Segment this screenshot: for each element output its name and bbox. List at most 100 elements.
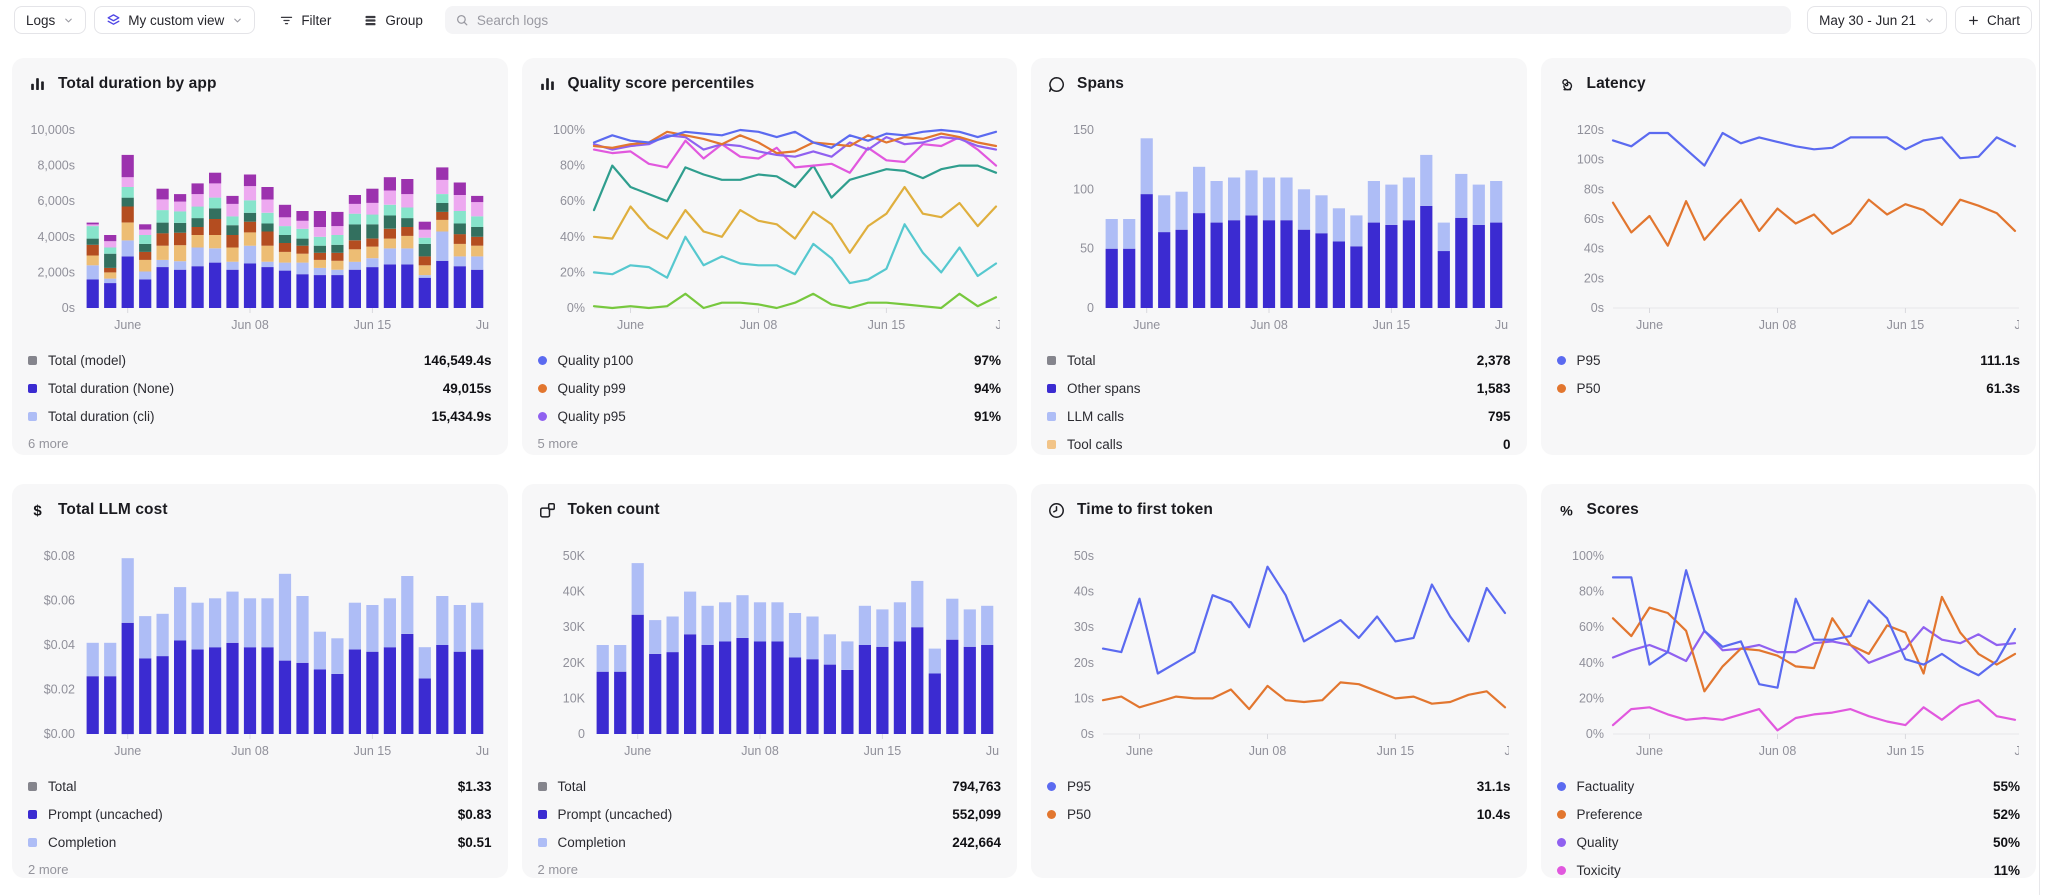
svg-text:Jun 08: Jun 08 bbox=[1250, 318, 1288, 332]
legend-label: Prompt (uncached) bbox=[557, 806, 673, 822]
legend-label: Total bbox=[48, 778, 77, 794]
filter-icon bbox=[279, 13, 294, 28]
chart-plot: 0 50 100 150 June Jun 08 Jun 15 Jun 22 bbox=[1073, 123, 1509, 332]
layers-icon bbox=[106, 13, 121, 28]
svg-text:60s: 60s bbox=[1583, 212, 1603, 226]
legend-value: $0.51 bbox=[457, 834, 492, 850]
legend-value: 1,583 bbox=[1476, 380, 1511, 396]
svg-text:$0.08: $0.08 bbox=[44, 549, 75, 563]
svg-text:Jun 08: Jun 08 bbox=[1758, 744, 1796, 758]
chart-plot: 0 10K 20K 30K 40K 50K June Jun 08 Jun 15 Jun 22 bbox=[562, 549, 999, 758]
legend-item: Prompt (uncached) $0.83 bbox=[28, 800, 492, 828]
chart-legend: Total 794,763 Prompt (uncached) 552,099 Comp… bbox=[537, 772, 1001, 878]
group-button[interactable]: Group bbox=[357, 6, 429, 34]
svg-text:Jun 08: Jun 08 bbox=[1758, 318, 1796, 332]
legend-label: LLM calls bbox=[1067, 408, 1125, 424]
svg-text:10K: 10K bbox=[562, 691, 585, 705]
legend-more-toggle[interactable]: 2 more bbox=[537, 861, 578, 877]
snail-icon bbox=[1557, 74, 1577, 94]
svg-text:Jun 15: Jun 15 bbox=[1377, 744, 1415, 758]
legend-value: 2,378 bbox=[1476, 352, 1511, 368]
svg-text:June: June bbox=[1133, 318, 1160, 332]
chart-legend: P95 111.1s P50 61.3s bbox=[1556, 346, 2020, 402]
chart-card-7: Time to first token 0s 10s 20s 30s 40s 50s Jun… bbox=[1031, 484, 1527, 878]
legend-label: Preference bbox=[1576, 806, 1643, 822]
legend-value: 146,549.4s bbox=[423, 352, 492, 368]
svg-text:Jun 15: Jun 15 bbox=[867, 318, 905, 332]
svg-text:20s: 20s bbox=[1583, 271, 1603, 285]
chart-legend: Total 2,378 Other spans 1,583 LLM calls 795 To… bbox=[1047, 346, 1511, 455]
legend-label: Other spans bbox=[1067, 380, 1141, 396]
blocks-icon bbox=[538, 500, 558, 520]
logs-dropdown-button[interactable]: Logs bbox=[14, 6, 87, 34]
search-bar[interactable] bbox=[444, 6, 1792, 34]
legend-more-toggle[interactable]: 6 more bbox=[28, 435, 69, 451]
svg-text:8,000s: 8,000s bbox=[37, 159, 75, 173]
legend-value: 52% bbox=[1992, 806, 2020, 822]
legend-label: Factuality bbox=[1576, 778, 1635, 794]
legend-label: Total duration (cli) bbox=[48, 408, 155, 424]
chart-plot: 0s 10s 20s 30s 40s 50s June Jun 08 Jun 15 Jun 22 bbox=[1074, 549, 1509, 758]
chart-card-6: Token count 0 10K 20K 30K 40K 50K June Jun 08 Ju… bbox=[521, 484, 1017, 878]
rows-icon bbox=[363, 13, 378, 28]
legend-label: Quality bbox=[1576, 834, 1619, 850]
svg-text:30K: 30K bbox=[562, 620, 585, 634]
clock-icon bbox=[1047, 500, 1067, 520]
svg-text:Jun 22: Jun 22 bbox=[2014, 744, 2018, 758]
card-title: Latency bbox=[1586, 75, 1646, 92]
legend-swatch bbox=[28, 809, 37, 819]
legend-swatch bbox=[28, 411, 37, 421]
custom-view-label: My custom view bbox=[128, 12, 225, 28]
svg-text:Jun 22: Jun 22 bbox=[1495, 318, 1509, 332]
legend-more-toggle[interactable]: 5 more bbox=[537, 435, 578, 451]
legend-value: 49,015s bbox=[442, 380, 492, 396]
custom-view-button[interactable]: My custom view bbox=[94, 6, 256, 34]
legend-value: 795 bbox=[1487, 408, 1511, 424]
chart-plot: 0% 20% 40% 60% 80% 100% June Jun 08 Jun 15 Jun 22 bbox=[553, 123, 1000, 332]
legend-value: 31.1s bbox=[1476, 778, 1511, 794]
cards-grid: Total duration by app 0s 2,000s 4,000s 6,00… bbox=[12, 58, 2036, 878]
legend-swatch bbox=[1047, 809, 1056, 819]
card-title: Quality score percentiles bbox=[567, 75, 755, 92]
legend-more-toggle[interactable]: 2 more bbox=[28, 861, 69, 877]
filter-button[interactable]: Filter bbox=[273, 6, 337, 34]
legend-label: Completion bbox=[557, 834, 626, 850]
legend-label: Quality p100 bbox=[557, 352, 634, 368]
legend-item: P95 31.1s bbox=[1047, 772, 1511, 800]
chart-card-2: Quality score percentiles 0% 20% 40% 60% 80%… bbox=[521, 58, 1017, 455]
bar-chart-icon bbox=[538, 74, 558, 94]
legend-swatch bbox=[537, 781, 547, 791]
svg-text:June: June bbox=[624, 744, 651, 758]
legend-value: 91% bbox=[973, 408, 1001, 424]
svg-text:100: 100 bbox=[1073, 182, 1094, 196]
svg-text:Jun 15: Jun 15 bbox=[1373, 318, 1411, 332]
legend-item: Quality p99 94% bbox=[537, 374, 1001, 402]
group-label: Group bbox=[385, 12, 423, 28]
svg-text:40%: 40% bbox=[559, 230, 584, 244]
legend-swatch bbox=[537, 809, 547, 819]
add-chart-button[interactable]: Chart bbox=[1954, 6, 2032, 34]
svg-text:Jun 22: Jun 22 bbox=[1505, 744, 1509, 758]
svg-text:Jun 22: Jun 22 bbox=[985, 744, 999, 758]
legend-item: Total duration (None) 49,015s bbox=[28, 374, 492, 402]
legend-swatch bbox=[1556, 781, 1566, 791]
chart-plot: 0s 20s 40s 60s 80s 100s 120s June Jun 08 Jun 15 Ju… bbox=[1576, 123, 2019, 332]
card-title: Spans bbox=[1077, 75, 1125, 92]
chart-legend: P95 31.1s P50 10.4s bbox=[1047, 772, 1511, 828]
svg-text:$0.04: $0.04 bbox=[44, 638, 75, 652]
date-range-button[interactable]: May 30 - Jun 21 bbox=[1807, 6, 1947, 34]
search-input[interactable] bbox=[476, 12, 1782, 28]
legend-swatch bbox=[1556, 383, 1566, 393]
svg-text:$0.00: $0.00 bbox=[44, 727, 75, 741]
svg-text:60%: 60% bbox=[559, 194, 584, 208]
svg-text:0: 0 bbox=[578, 727, 585, 741]
svg-text:80s: 80s bbox=[1583, 182, 1603, 196]
legend-value: 0 bbox=[1502, 436, 1511, 452]
date-range-label: May 30 - Jun 21 bbox=[1819, 12, 1916, 28]
legend-label: Total bbox=[1067, 352, 1096, 368]
svg-text:100%: 100% bbox=[553, 123, 585, 137]
legend-item: Quality 50% bbox=[1556, 828, 2020, 856]
svg-text:0%: 0% bbox=[1585, 727, 1603, 741]
scrollbar-track[interactable] bbox=[2039, 0, 2040, 895]
svg-text:June: June bbox=[1126, 744, 1153, 758]
